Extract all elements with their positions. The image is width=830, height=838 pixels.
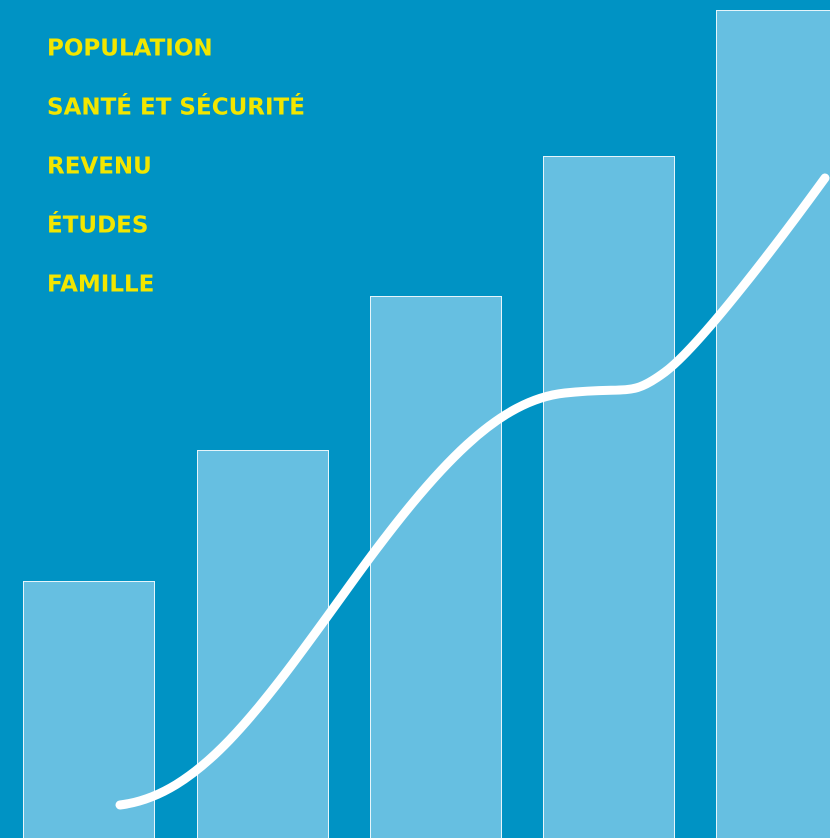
decor-bar (716, 10, 830, 838)
menu-item[interactable]: REVENU (47, 154, 152, 180)
decor-bar (23, 581, 155, 838)
decor-bar (543, 156, 675, 838)
menu-item[interactable]: ÉTUDES (47, 211, 148, 239)
menu-item[interactable]: POPULATION (47, 36, 213, 62)
decor-bar (370, 296, 502, 838)
decor-curve (115, 173, 830, 810)
menu-item[interactable]: SANTÉ ET SÉCURITÉ (47, 93, 305, 121)
menu-item[interactable]: FAMILLE (47, 272, 154, 298)
